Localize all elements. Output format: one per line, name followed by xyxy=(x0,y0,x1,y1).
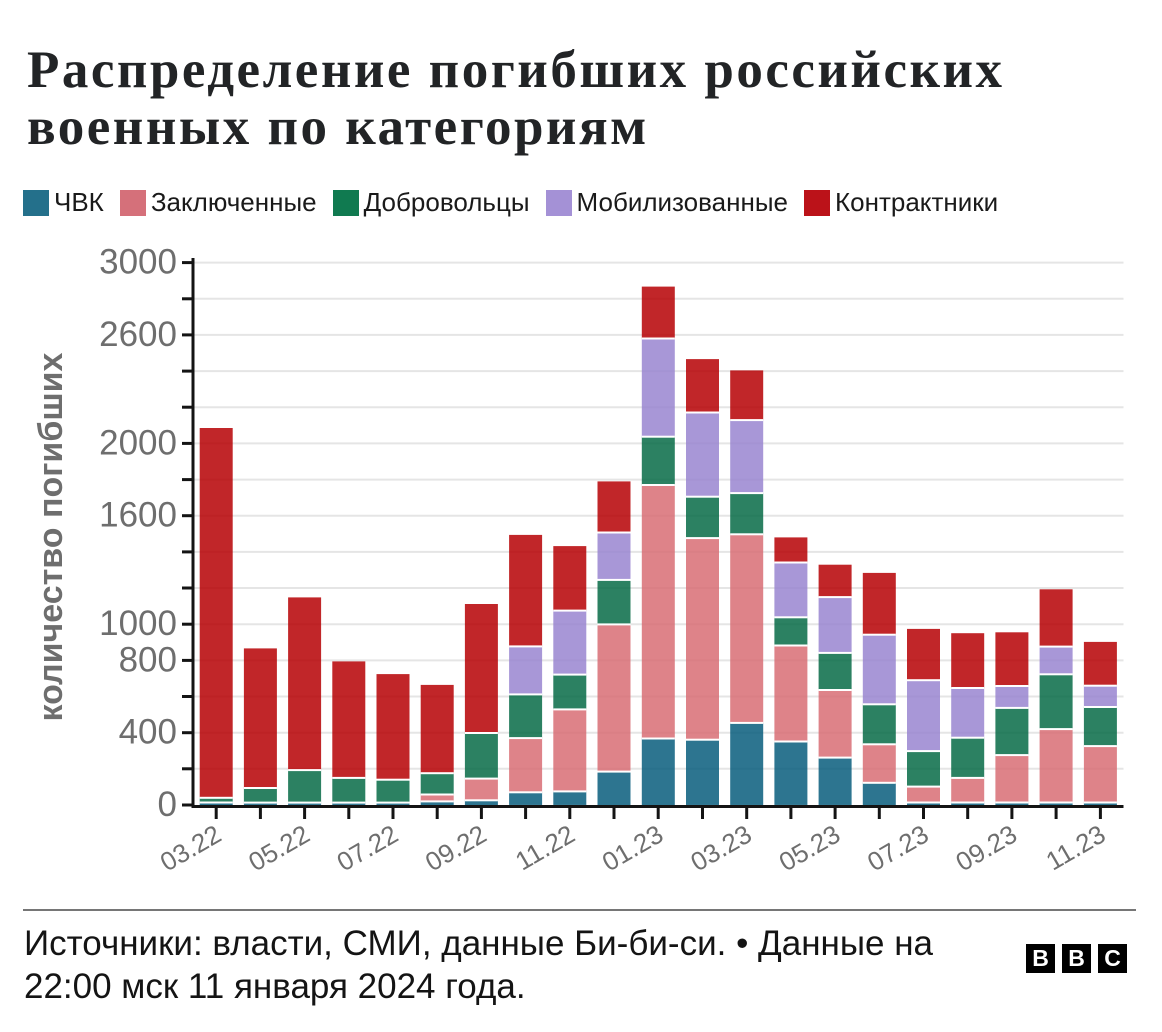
svg-text:09.22: 09.22 xyxy=(420,819,491,878)
svg-text:05.23: 05.23 xyxy=(774,819,845,878)
svg-text:2600: 2600 xyxy=(99,315,177,354)
svg-text:07.23: 07.23 xyxy=(862,819,933,878)
svg-text:05.22: 05.22 xyxy=(243,819,314,878)
svg-text:03.22: 03.22 xyxy=(155,819,226,878)
svg-text:01.23: 01.23 xyxy=(597,819,668,878)
svg-text:1600: 1600 xyxy=(99,496,177,535)
svg-text:0: 0 xyxy=(158,785,177,824)
svg-text:400: 400 xyxy=(119,713,177,752)
svg-text:03.23: 03.23 xyxy=(685,819,756,878)
svg-text:11.23: 11.23 xyxy=(1041,819,1111,877)
svg-text:11.22: 11.22 xyxy=(510,819,580,877)
svg-text:07.22: 07.22 xyxy=(332,819,403,878)
svg-text:2000: 2000 xyxy=(99,423,177,462)
svg-text:1000: 1000 xyxy=(99,604,177,643)
svg-text:09.23: 09.23 xyxy=(951,819,1022,878)
svg-text:800: 800 xyxy=(119,640,177,679)
svg-text:количество погибших: количество погибших xyxy=(32,352,70,721)
svg-text:3000: 3000 xyxy=(99,243,177,282)
